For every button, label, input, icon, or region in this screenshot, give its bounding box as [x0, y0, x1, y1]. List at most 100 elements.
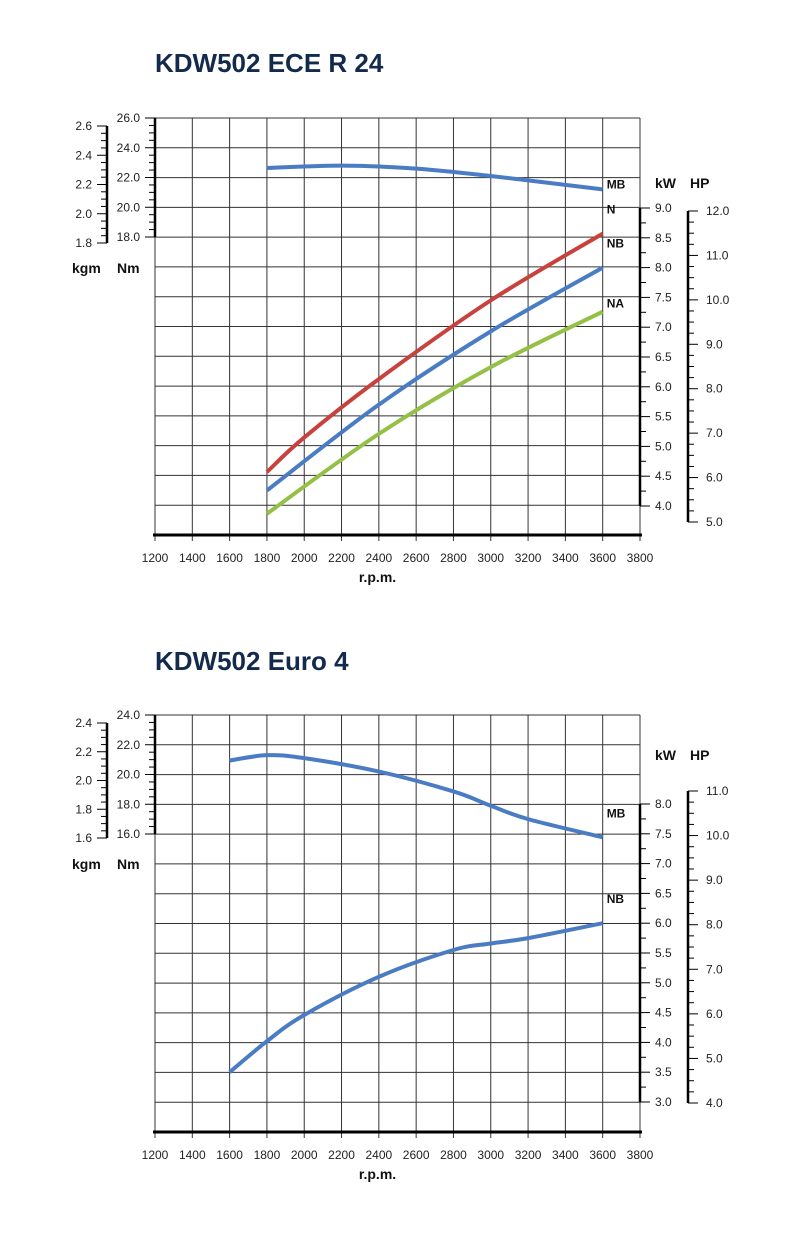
series-label-nb: NB — [607, 237, 625, 251]
x-tick-label: 3000 — [477, 551, 504, 565]
kw-axis: 9.0 8.5 8.0 7.5 7.0 6.5 6.0 5.5 5.0 4.5 4.0 — [638, 201, 672, 513]
kw-tick-label: 3.0 — [655, 1095, 672, 1109]
nm-tick-label: 18.0 — [117, 797, 141, 811]
hp-tick-label: 9.0 — [706, 337, 723, 351]
x-tick-label: 2800 — [440, 1148, 467, 1162]
kgm-tick-label: 2.4 — [75, 148, 92, 162]
kw-tick-label: 4.0 — [655, 1035, 672, 1049]
x-tick-label: 2600 — [403, 551, 430, 565]
nm-tick-label: 22.0 — [117, 171, 141, 185]
x-tick-label: 2400 — [365, 551, 392, 565]
series-label-mb: MB — [607, 806, 626, 820]
series-line-mb — [266, 163, 603, 192]
nm-axis: 26.0 24.0 22.0 20.0 18.0 — [117, 111, 157, 244]
x-axis-label: r.p.m. — [359, 569, 396, 585]
nm-tick-label: 24.0 — [117, 141, 141, 155]
hp-axis: 11.0 10.0 9.0 8.0 7.0 6.0 5.0 4.0 — [686, 784, 730, 1110]
series-line-nb — [228, 921, 604, 1074]
kgm-tick-label: 1.8 — [75, 236, 92, 250]
x-tick-label: 1200 — [142, 551, 169, 565]
hp-tick-label: 4.0 — [706, 1096, 723, 1110]
chart-title: KDW502 Euro 4 — [155, 646, 349, 676]
kw-tick-label: 5.5 — [655, 946, 672, 960]
x-tick-label: 2600 — [403, 1148, 430, 1162]
kgm-unit-label: kgm — [72, 856, 101, 872]
series-label-mb: MB — [607, 177, 626, 191]
kw-tick-label: 8.0 — [655, 261, 672, 275]
kw-tick-label: 4.5 — [655, 1006, 672, 1020]
kgm-axis: 2.4 2.2 2.0 1.8 1.6 — [75, 716, 109, 845]
kgm-tick-label: 2.0 — [75, 207, 92, 221]
chart-title: KDW502 ECE R 24 — [155, 48, 384, 78]
kgm-tick-label: 1.8 — [75, 802, 92, 816]
kgm-tick-label: 2.4 — [75, 716, 92, 730]
x-tick-label: 3400 — [552, 1148, 579, 1162]
kw-tick-label: 6.5 — [655, 886, 672, 900]
kgm-tick-label: 2.2 — [75, 178, 92, 192]
x-tick-label: 3600 — [589, 551, 616, 565]
kw-tick-label: 5.5 — [655, 410, 672, 424]
x-tick-label: 2000 — [291, 1148, 318, 1162]
x-tick-label: 3600 — [589, 1148, 616, 1162]
kw-tick-label: 9.0 — [655, 201, 672, 215]
x-tick-label: 1600 — [216, 1148, 243, 1162]
series-line-na — [265, 309, 604, 516]
hp-tick-label: 7.0 — [706, 426, 723, 440]
kgm-axis: 2.6 2.4 2.2 2.0 1.8 — [75, 119, 109, 250]
hp-tick-label: 9.0 — [706, 873, 723, 887]
series-label-nb: NB — [607, 892, 625, 906]
hp-tick-label: 12.0 — [706, 204, 730, 218]
kw-tick-label: 5.0 — [655, 439, 672, 453]
hp-tick-label: 11.0 — [706, 784, 729, 798]
hp-unit-label: HP — [690, 747, 709, 763]
nm-tick-label: 18.0 — [117, 230, 141, 244]
hp-tick-label: 7.0 — [706, 962, 723, 976]
nm-axis: 24.0 22.0 20.0 18.0 16.0 — [117, 708, 157, 841]
x-tick-label: 3200 — [515, 1148, 542, 1162]
kw-tick-label: 5.0 — [655, 976, 672, 990]
kw-tick-label: 3.5 — [655, 1065, 672, 1079]
hp-tick-label: 5.0 — [706, 1051, 723, 1065]
chart-1: KDW502 ECE R 24 1200 1400 1600 1800 2000 2200 2… — [72, 48, 730, 585]
hp-tick-label: 8.0 — [706, 918, 723, 932]
chart-2: KDW502 Euro 4 1200 1400 1600 1800 2000 2200 240… — [72, 646, 730, 1182]
series-line-nb — [265, 265, 604, 493]
nm-tick-label: 24.0 — [117, 708, 141, 722]
x-tick-label: 2400 — [365, 1148, 392, 1162]
hp-tick-label: 6.0 — [706, 1007, 723, 1021]
series-line-mb — [229, 753, 604, 840]
kw-tick-label: 6.0 — [655, 380, 672, 394]
kgm-tick-label: 2.2 — [75, 745, 92, 759]
kw-tick-label: 7.0 — [655, 857, 672, 871]
x-tick-label: 3400 — [552, 551, 579, 565]
hp-tick-label: 8.0 — [706, 382, 723, 396]
kw-tick-label: 4.0 — [655, 499, 672, 513]
nm-tick-label: 16.0 — [117, 827, 141, 841]
hp-tick-label: 6.0 — [706, 471, 723, 485]
kw-tick-label: 4.5 — [655, 469, 672, 483]
x-tick-label: 1800 — [254, 551, 281, 565]
series-label-na: NA — [607, 297, 625, 311]
x-tick-label: 3200 — [515, 551, 542, 565]
kw-tick-label: 7.5 — [655, 290, 672, 304]
x-tick-label: 1400 — [179, 1148, 206, 1162]
x-tick-label: 2200 — [328, 551, 355, 565]
kgm-tick-label: 2.0 — [75, 774, 92, 788]
nm-unit-label: Nm — [117, 856, 140, 872]
x-axis-label: r.p.m. — [359, 1166, 396, 1182]
kgm-tick-label: 2.6 — [75, 119, 92, 133]
kw-unit-label: kW — [655, 175, 677, 191]
x-tick-label: 1400 — [179, 551, 206, 565]
nm-unit-label: Nm — [117, 260, 140, 276]
x-tick-label: 2000 — [291, 551, 318, 565]
x-tick-label: 1600 — [216, 551, 243, 565]
nm-tick-label: 20.0 — [117, 768, 141, 782]
kw-axis: 8.0 7.5 7.0 6.5 6.0 5.5 5.0 4.5 4.0 3.5 3.0 — [638, 797, 672, 1109]
kw-tick-label: 7.5 — [655, 827, 672, 841]
kw-tick-label: 6.5 — [655, 350, 672, 364]
kw-tick-label: 6.0 — [655, 916, 672, 930]
x-tick-label: 3800 — [627, 1148, 654, 1162]
series-label-n: N — [607, 203, 616, 217]
x-tick-label: 1800 — [254, 1148, 281, 1162]
